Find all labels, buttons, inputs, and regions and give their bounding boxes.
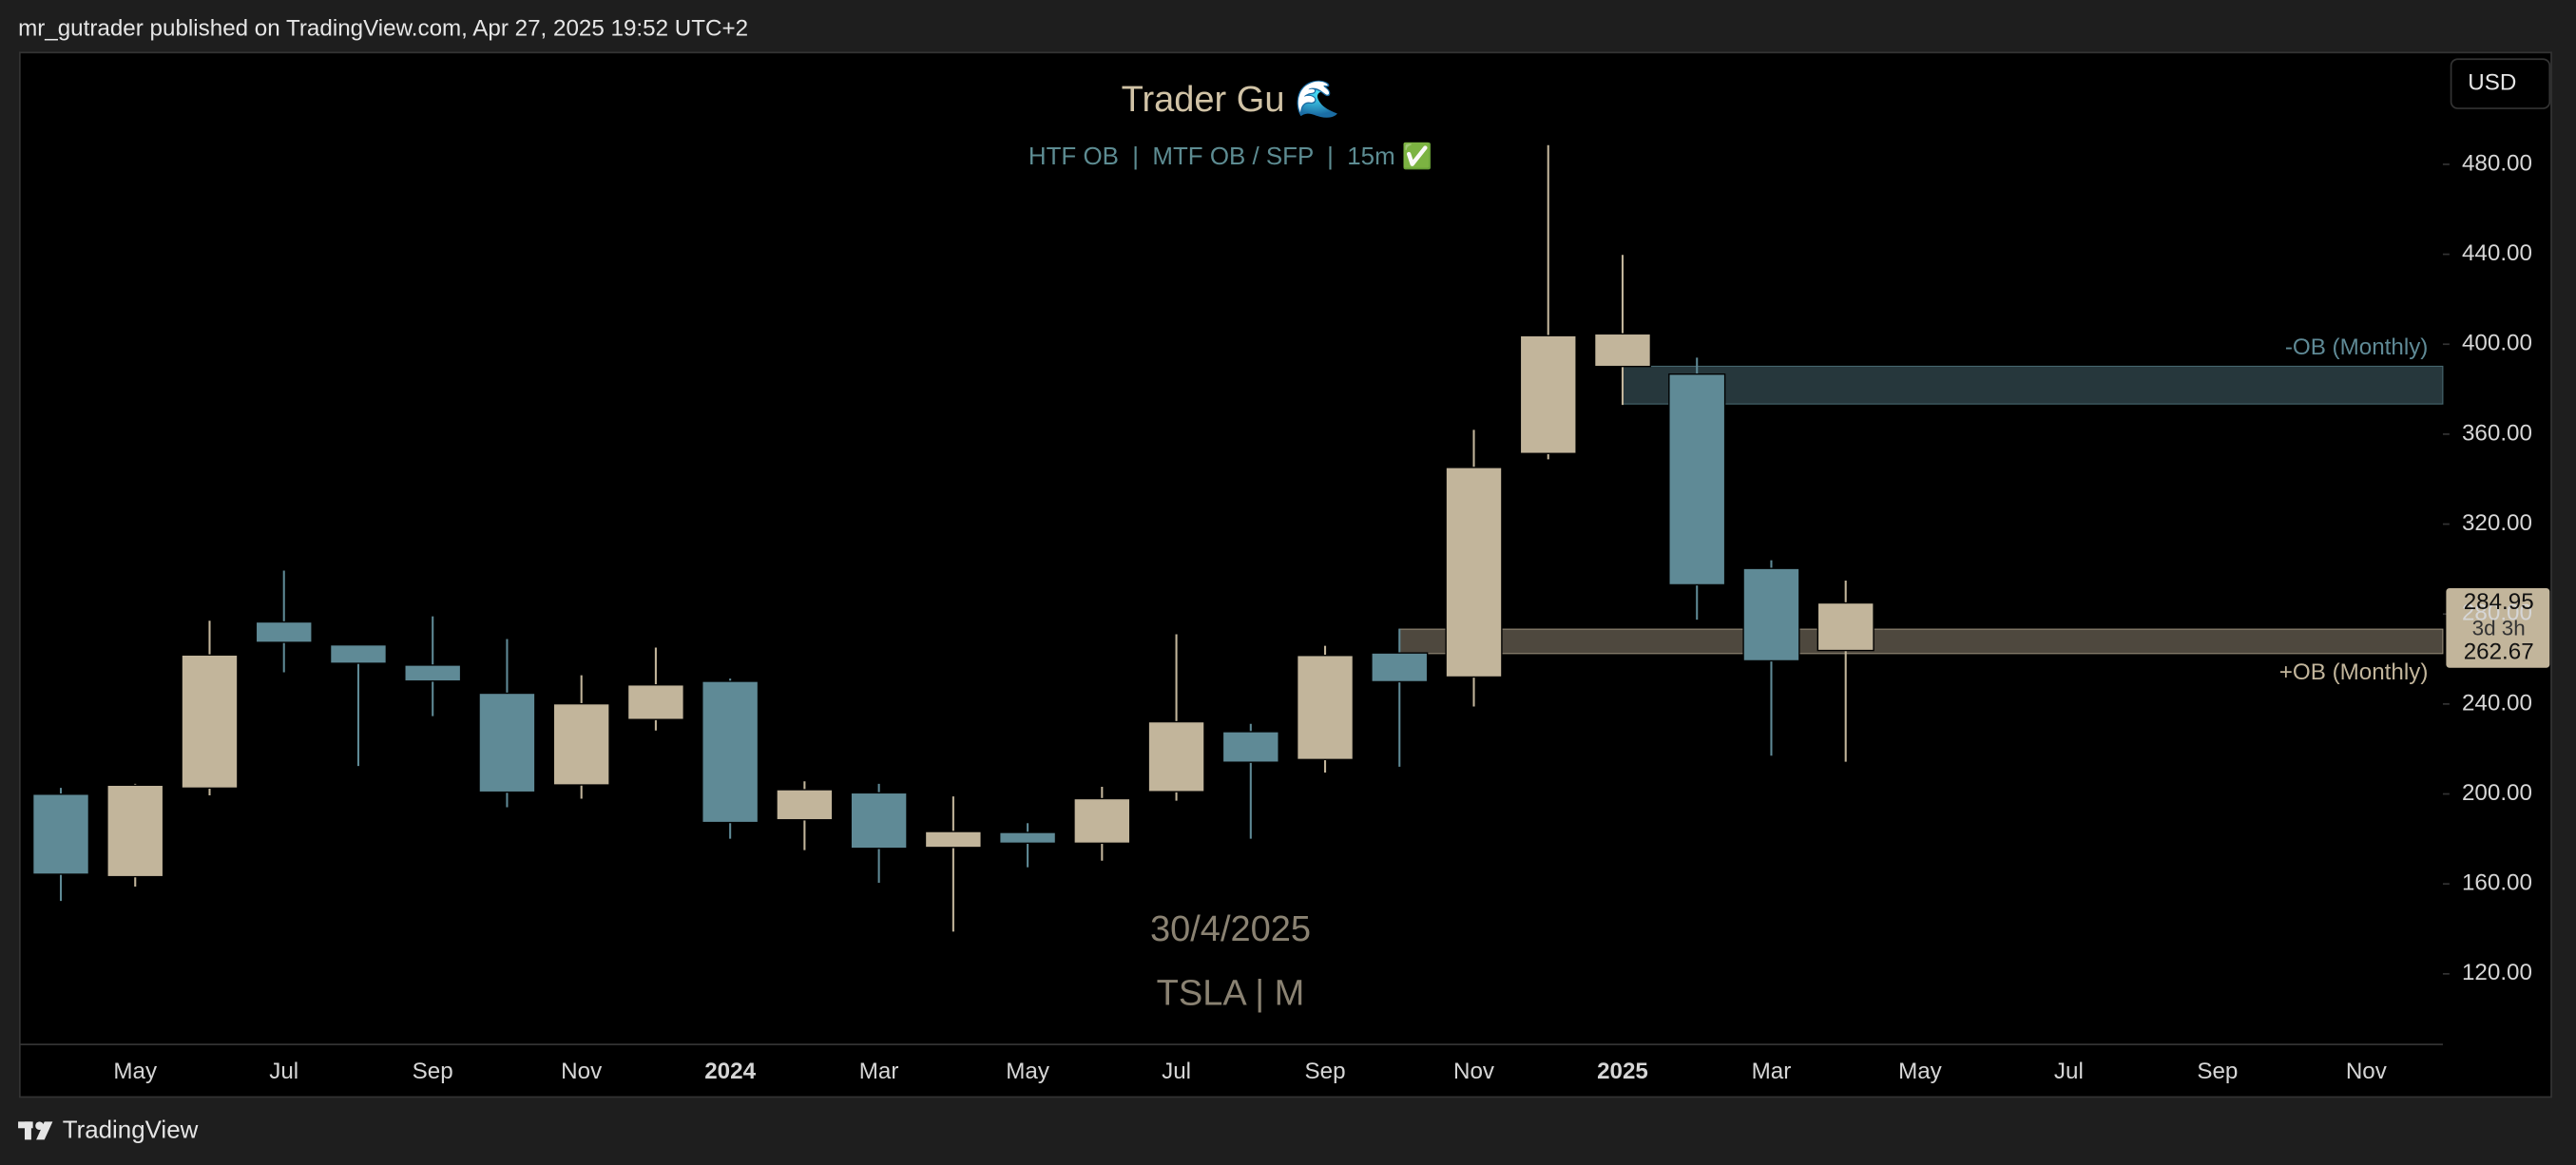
x-tick-label: Jul: [269, 1059, 298, 1084]
price-label-box: [2446, 587, 2550, 668]
candle-body: [31, 793, 90, 875]
candle-body: [106, 784, 164, 878]
x-tick-label: 2024: [704, 1059, 756, 1084]
x-tick-label: Jul: [2054, 1059, 2084, 1084]
plot: [31, 144, 2550, 975]
candle-body: [181, 654, 239, 790]
candle-body: [1593, 333, 1652, 368]
y-tick-label: 360.00: [2462, 420, 2532, 446]
x-tick-label: Nov: [2346, 1059, 2388, 1084]
candle-body: [1519, 334, 1577, 454]
x-tick-label: Mar: [859, 1059, 899, 1084]
y-tick-label: 400.00: [2462, 331, 2532, 356]
y-tick-label: 200.00: [2462, 780, 2532, 806]
candle-body: [1668, 373, 1726, 586]
x-tick-label: May: [1898, 1059, 1943, 1084]
candle-body: [999, 831, 1057, 845]
order-block-zone: [1398, 628, 2444, 655]
chart-title: Trader Gu 🌊: [1122, 78, 1340, 120]
currency-button[interactable]: [2450, 58, 2551, 109]
candle-body: [850, 792, 908, 850]
candle-body: [776, 789, 834, 821]
x-tick-label: Sep: [1305, 1059, 1346, 1084]
candle-body: [1371, 652, 1429, 683]
x-tick-label: Nov: [561, 1059, 603, 1084]
candle-body: [1073, 797, 1131, 845]
level-price-label: 262.67: [2464, 640, 2534, 665]
countdown-label: 3d 3h: [2472, 617, 2526, 640]
candle-body: [1221, 731, 1279, 763]
y-tick-label: 280.00: [2462, 601, 2532, 626]
candle-body: [552, 702, 610, 786]
x-tick-label: Sep: [2197, 1059, 2238, 1084]
x-tick-label: May: [1006, 1059, 1050, 1084]
watermark-date: 30/4/2025: [1150, 909, 1311, 949]
candle-body: [329, 643, 388, 664]
candle-body: [1445, 467, 1503, 678]
candle-body: [924, 831, 982, 849]
order-block-zone: [1622, 365, 2444, 405]
last-price-label: 284.95: [2464, 589, 2534, 615]
x-tick-label: May: [113, 1059, 158, 1084]
currency-label[interactable]: USD: [2468, 70, 2516, 96]
zone-label: -OB (Monthly): [2285, 334, 2429, 360]
candle-body: [1817, 602, 1874, 652]
header-text: mr_gutrader published on TradingView.com…: [18, 15, 748, 41]
candle-body: [478, 692, 536, 793]
chart-frame: [18, 51, 2552, 1098]
watermark-symbol: TSLA | M: [1157, 973, 1305, 1013]
chart-subtitle: HTF OB | MTF OB / SFP | 15m ✅: [1028, 142, 1432, 170]
candle-body: [1147, 720, 1205, 793]
zone-label: +OB (Monthly): [2279, 659, 2429, 685]
y-tick-label: 440.00: [2462, 240, 2532, 266]
y-tick-label: 320.00: [2462, 510, 2532, 536]
x-tick-label: Sep: [413, 1059, 453, 1084]
y-tick-label: 160.00: [2462, 870, 2532, 896]
y-tick-label: 240.00: [2462, 690, 2532, 716]
candle-body: [1742, 567, 1800, 662]
x-tick-label: 2025: [1597, 1059, 1648, 1084]
y-tick-label: 120.00: [2462, 960, 2532, 985]
x-tick-label: Jul: [1162, 1059, 1191, 1084]
candle-body: [255, 621, 313, 643]
x-tick-label: Mar: [1752, 1059, 1792, 1084]
x-tick-label: Nov: [1453, 1059, 1495, 1084]
tv-logo: [18, 1121, 53, 1140]
candle-body: [1296, 655, 1355, 761]
candle-body: [702, 680, 759, 824]
footer-brand: TradingView: [63, 1117, 199, 1144]
candle-body: [404, 664, 462, 682]
candle-body: [626, 684, 684, 720]
y-tick-label: 480.00: [2462, 150, 2532, 176]
